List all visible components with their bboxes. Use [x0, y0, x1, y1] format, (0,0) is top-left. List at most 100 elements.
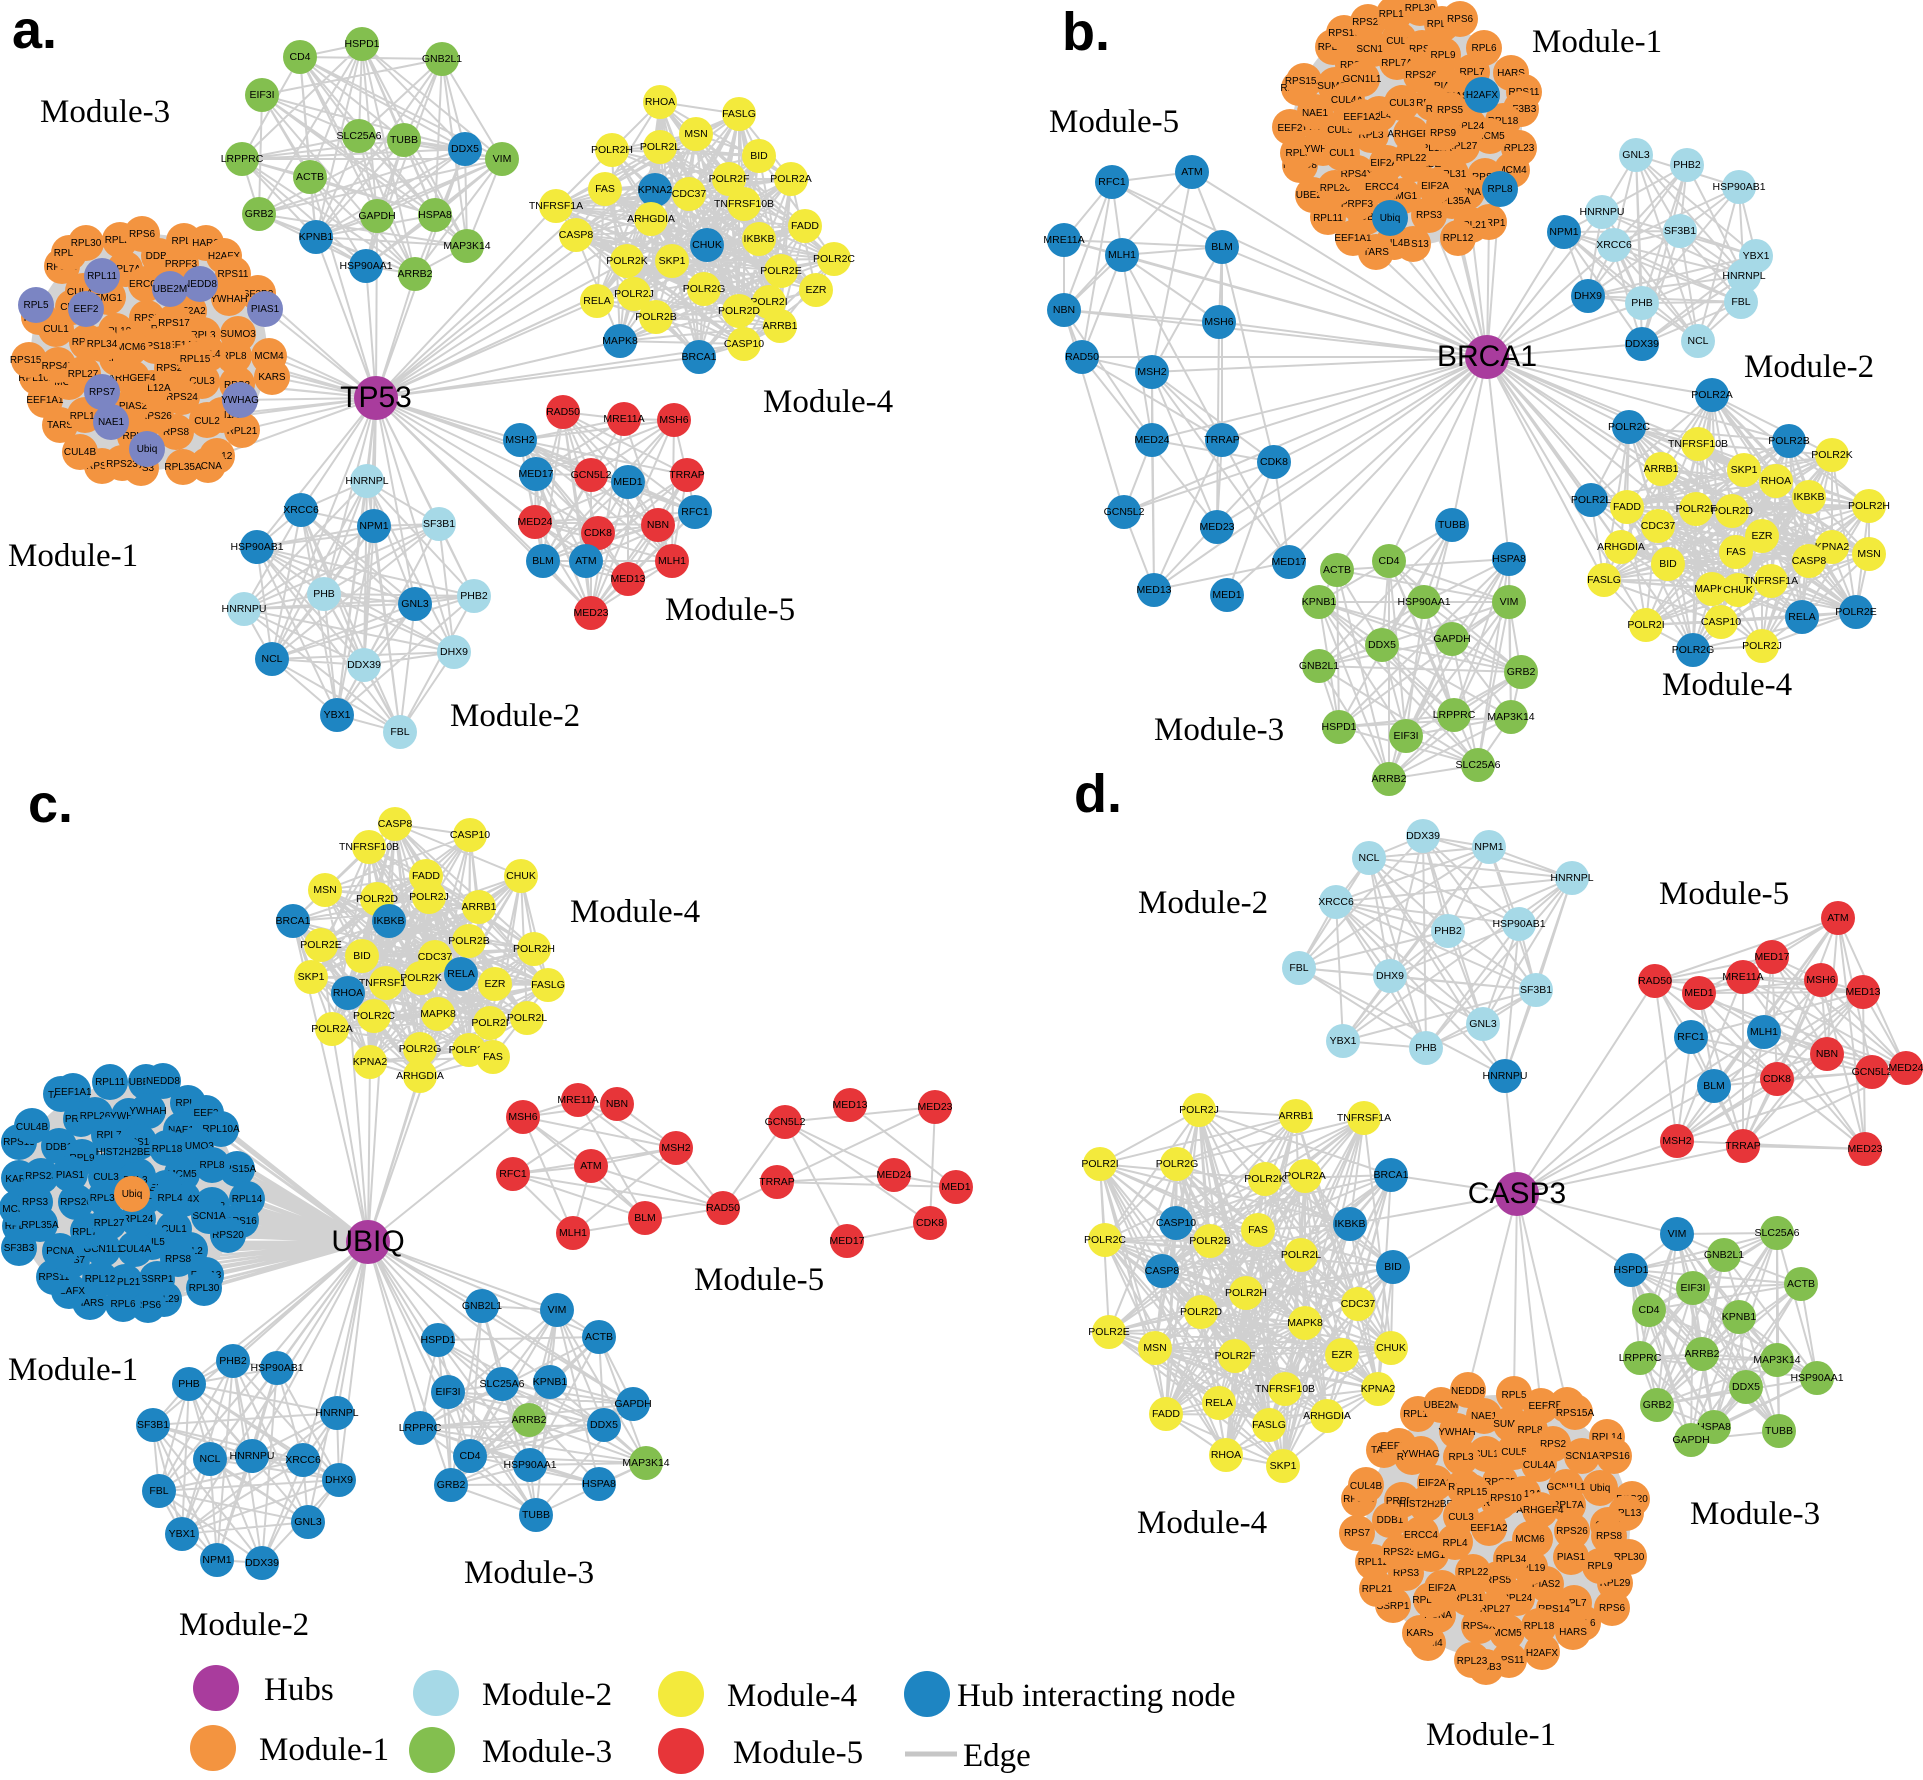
svg-text:HNRNPL: HNRNPL — [1550, 872, 1593, 884]
svg-text:ARHGEF4: ARHGEF4 — [1387, 129, 1435, 140]
svg-text:MED13: MED13 — [1845, 986, 1880, 998]
svg-text:GAPDH: GAPDH — [1672, 1434, 1709, 1446]
svg-text:POLR2F: POLR2F — [1676, 503, 1717, 515]
svg-text:CUL3: CUL3 — [189, 376, 215, 387]
svg-text:Module-2: Module-2 — [482, 1677, 612, 1713]
svg-text:EEF2: EEF2 — [193, 1108, 218, 1119]
svg-text:BRCA1: BRCA1 — [275, 915, 310, 927]
svg-text:RPS15A: RPS15A — [218, 1164, 257, 1175]
svg-text:EZR: EZR — [1752, 530, 1773, 542]
svg-text:H2AFX: H2AFX — [1526, 1648, 1559, 1659]
svg-text:POLR2J: POLR2J — [614, 288, 654, 300]
svg-text:DDX5: DDX5 — [1732, 1381, 1760, 1393]
svg-text:GNL3: GNL3 — [294, 1516, 322, 1528]
svg-text:GRB2: GRB2 — [437, 1479, 466, 1491]
svg-text:RPS6: RPS6 — [135, 1300, 162, 1311]
svg-text:RPL12: RPL12 — [85, 1274, 116, 1285]
svg-text:TNFRSF10B: TNFRSF10B — [339, 841, 399, 853]
svg-text:MSN: MSN — [684, 128, 707, 140]
svg-text:CUL4B: CUL4B — [16, 1122, 49, 1133]
svg-text:RPL6: RPL6 — [171, 236, 196, 247]
svg-text:POLR2D: POLR2D — [1180, 1306, 1222, 1318]
svg-text:ACTB: ACTB — [585, 1331, 613, 1343]
svg-text:Module-1: Module-1 — [1532, 24, 1662, 60]
svg-text:HSP90AA1: HSP90AA1 — [1790, 1372, 1843, 1384]
svg-text:Module-5: Module-5 — [1659, 876, 1789, 912]
svg-text:EZR: EZR — [1332, 1349, 1353, 1361]
svg-text:KPNA2: KPNA2 — [638, 184, 673, 196]
svg-text:YWHAG: YWHAG — [1304, 144, 1342, 155]
svg-text:GRB2: GRB2 — [245, 208, 274, 220]
svg-text:PHB2: PHB2 — [1673, 159, 1701, 171]
svg-text:RPL10A: RPL10A — [18, 373, 56, 384]
svg-text:RPL35A: RPL35A — [1433, 196, 1471, 207]
svg-text:ARRB1: ARRB1 — [762, 320, 797, 332]
svg-text:IKBKB: IKBKB — [1794, 491, 1825, 503]
svg-text:HSP90AB1: HSP90AB1 — [250, 1362, 303, 1374]
svg-text:CDK8: CDK8 — [1260, 456, 1288, 468]
svg-text:VIM: VIM — [493, 153, 512, 165]
svg-text:EIF2A: EIF2A — [1428, 1583, 1456, 1594]
svg-text:RPS3: RPS3 — [1393, 1568, 1420, 1579]
svg-text:RPS24: RPS24 — [166, 392, 198, 403]
svg-text:RPL14: RPL14 — [1318, 42, 1349, 53]
svg-text:GRB2: GRB2 — [1507, 666, 1536, 678]
svg-text:PIAS1: PIAS1 — [1557, 1552, 1586, 1563]
svg-text:GAPDH: GAPDH — [614, 1398, 651, 1410]
svg-text:NBN: NBN — [1816, 1048, 1838, 1060]
svg-text:RPL21: RPL21 — [110, 1277, 141, 1288]
svg-text:POLR2E: POLR2E — [760, 265, 801, 277]
svg-text:MSH6: MSH6 — [508, 1111, 537, 1123]
svg-text:CDK8: CDK8 — [584, 527, 612, 539]
svg-text:HSPD1: HSPD1 — [1321, 721, 1356, 733]
svg-text:GNB2L1: GNB2L1 — [422, 53, 462, 65]
svg-text:RAD50: RAD50 — [706, 1202, 740, 1214]
svg-text:POLR2B: POLR2B — [1768, 435, 1809, 447]
svg-text:DDB1: DDB1 — [1377, 1515, 1404, 1526]
svg-text:MED17: MED17 — [1754, 951, 1789, 963]
svg-text:RPL27: RPL27 — [94, 1218, 125, 1229]
svg-text:CUL3: CUL3 — [1448, 1512, 1474, 1523]
svg-text:MLH1: MLH1 — [658, 555, 686, 567]
svg-text:EEF1A1: EEF1A1 — [54, 1087, 92, 1098]
svg-text:EIF2A: EIF2A — [1421, 181, 1449, 192]
svg-text:CDC37: CDC37 — [1341, 1298, 1376, 1310]
svg-text:SSRP1: SSRP1 — [1377, 1601, 1410, 1612]
svg-text:ACTB: ACTB — [296, 171, 324, 183]
svg-text:FADD: FADD — [791, 220, 819, 232]
svg-text:YWHAG: YWHAG — [110, 1111, 148, 1122]
svg-text:RPS8: RPS8 — [1596, 1531, 1623, 1542]
svg-text:BLM: BLM — [1703, 1080, 1725, 1092]
svg-text:ARRB2: ARRB2 — [397, 268, 432, 280]
svg-text:UBE2M: UBE2M — [153, 284, 187, 295]
svg-text:RPL30: RPL30 — [1405, 3, 1436, 14]
svg-text:BRCA1: BRCA1 — [1437, 340, 1537, 373]
svg-text:TNFRSF1A: TNFRSF1A — [529, 200, 583, 212]
svg-text:EZR: EZR — [485, 978, 506, 990]
svg-text:CHUK: CHUK — [692, 239, 722, 251]
svg-text:HSPD1: HSPD1 — [420, 1334, 455, 1346]
svg-text:RPL9: RPL9 — [1430, 50, 1455, 61]
svg-text:RPS4X: RPS4X — [1341, 169, 1374, 180]
svg-text:RPS8: RPS8 — [163, 427, 190, 438]
svg-text:DHX9: DHX9 — [325, 1474, 353, 1486]
svg-text:ACTB: ACTB — [1787, 1278, 1815, 1290]
svg-text:CD4: CD4 — [1378, 555, 1399, 567]
svg-text:MED23: MED23 — [1847, 1143, 1882, 1155]
svg-text:DHX9: DHX9 — [1376, 970, 1404, 982]
svg-text:CHUK: CHUK — [1376, 1342, 1406, 1354]
svg-text:PHB2: PHB2 — [460, 590, 488, 602]
svg-text:MED24: MED24 — [1134, 434, 1169, 446]
svg-text:MRE11A: MRE11A — [1722, 971, 1763, 983]
svg-text:FASLG: FASLG — [1252, 1419, 1286, 1431]
svg-text:NEDD8: NEDD8 — [146, 1076, 180, 1087]
svg-text:NPM1: NPM1 — [359, 520, 388, 532]
svg-text:EIF2A2: EIF2A2 — [172, 306, 206, 317]
svg-text:EMG1: EMG1 — [1417, 1550, 1446, 1561]
svg-text:RPL21: RPL21 — [1362, 1584, 1393, 1595]
svg-text:CUL1: CUL1 — [1329, 148, 1355, 159]
svg-text:DDB1: DDB1 — [46, 1142, 73, 1153]
svg-text:YWHAH: YWHAH — [129, 1106, 166, 1117]
svg-text:RPL21: RPL21 — [1456, 220, 1487, 231]
svg-text:HARS: HARS — [1497, 68, 1525, 79]
